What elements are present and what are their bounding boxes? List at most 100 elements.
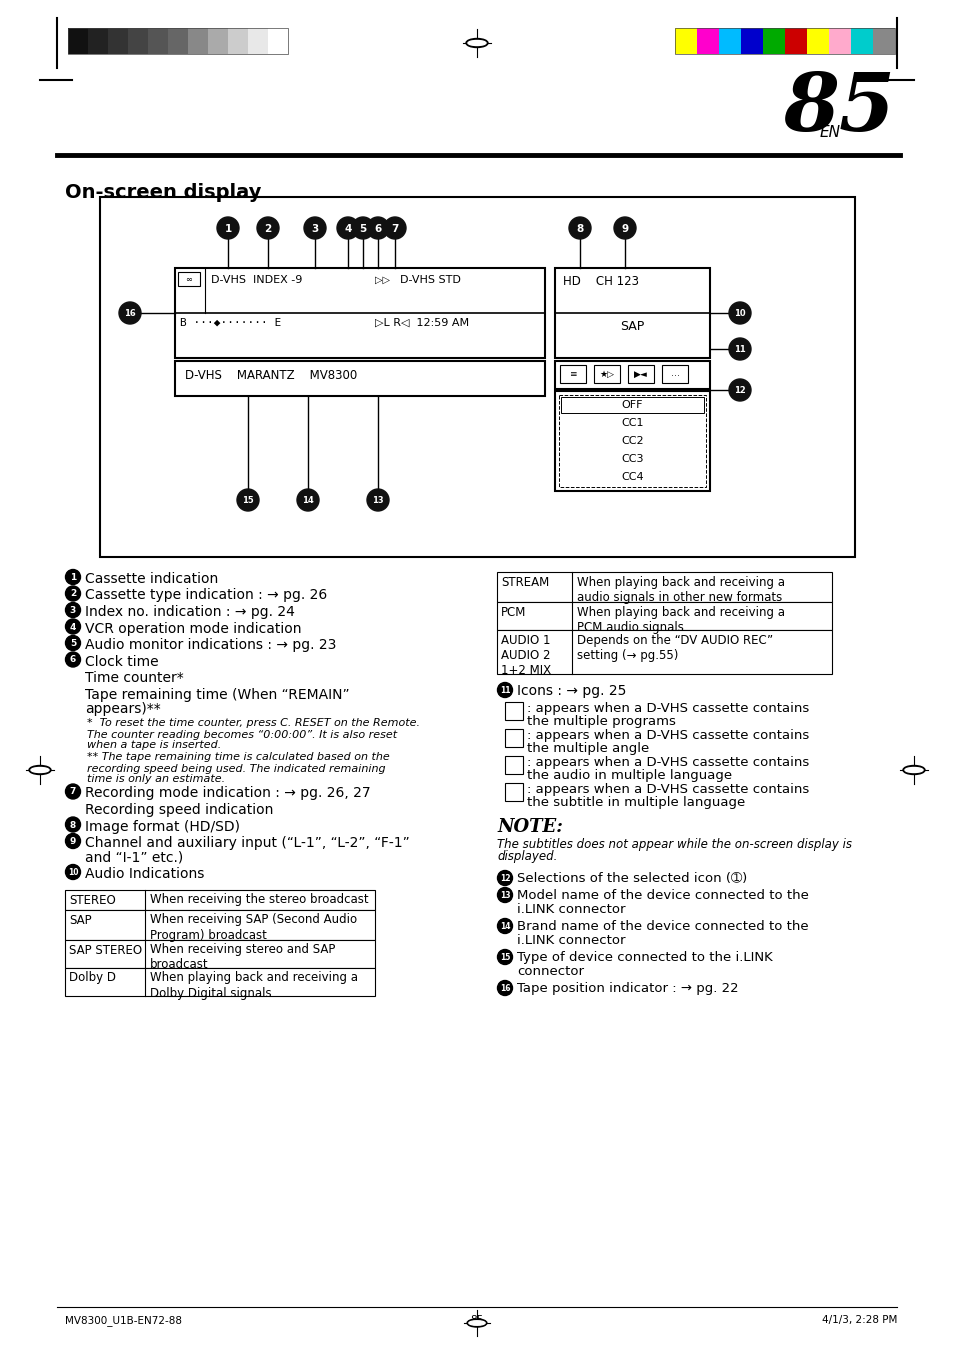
Circle shape [497,888,512,902]
Bar [560,397,703,413]
Ellipse shape [469,1321,484,1325]
Text: 9: 9 [620,223,628,234]
Bar [248,28,268,54]
Text: the multiple programs: the multiple programs [526,715,675,728]
Bar [555,390,709,490]
Text: When receiving SAP (Second Audio
Program) broadcast: When receiving SAP (Second Audio Program… [150,913,356,942]
Text: : appears when a D-VHS cassette contains: : appears when a D-VHS cassette contains [526,784,808,796]
Text: ∞: ∞ [185,274,193,284]
Text: 5: 5 [359,223,366,234]
Circle shape [614,218,636,239]
Bar [740,28,762,54]
Bar [497,603,831,630]
Bar [174,267,544,358]
Text: : appears when a D-VHS cassette contains: : appears when a D-VHS cassette contains [526,703,808,715]
Text: 1: 1 [70,573,76,582]
Text: the subtitle in multiple language: the subtitle in multiple language [526,796,744,809]
Text: Tape remaining time (When “REMAIN”: Tape remaining time (When “REMAIN” [85,688,349,701]
Circle shape [367,218,389,239]
Bar [504,703,522,720]
Text: 6: 6 [70,655,76,665]
Text: STREAM: STREAM [500,576,549,589]
Text: 2: 2 [70,589,76,598]
Text: 13: 13 [372,496,383,505]
Text: the audio in multiple language: the audio in multiple language [526,769,731,782]
Bar [661,365,687,382]
Text: Cassette type indication : → pg. 26: Cassette type indication : → pg. 26 [85,589,327,603]
Ellipse shape [902,766,924,774]
Text: HD    CH 123: HD CH 123 [562,276,639,288]
Text: ** The tape remaining time is calculated based on the: ** The tape remaining time is calculated… [87,753,390,762]
Circle shape [66,865,80,880]
Ellipse shape [29,766,51,774]
Text: Dolby D: Dolby D [69,971,116,985]
Bar [497,571,831,603]
Bar [497,630,831,674]
Text: *  To reset the time counter, press C. RESET on the Remote.: * To reset the time counter, press C. RE… [87,719,419,728]
Text: 7: 7 [70,788,76,797]
Circle shape [304,218,326,239]
Circle shape [216,218,239,239]
Bar [719,28,740,54]
Circle shape [384,218,406,239]
Text: Clock time: Clock time [85,654,158,669]
Bar [208,28,228,54]
Bar [178,272,200,286]
Bar [128,28,148,54]
Text: D-VHS STD: D-VHS STD [399,276,460,285]
Bar [559,365,585,382]
Text: displayed.: displayed. [497,850,557,863]
Text: 1: 1 [224,223,232,234]
Text: When receiving the stereo broadcast: When receiving the stereo broadcast [150,893,368,907]
Circle shape [66,817,80,832]
Text: and “I-1” etc.): and “I-1” etc.) [85,851,183,865]
Circle shape [728,380,750,401]
Bar [188,28,208,54]
Circle shape [367,489,389,511]
Text: Icons : → pg. 25: Icons : → pg. 25 [517,684,626,698]
Text: The counter reading becomes “0:00:00”. It is also reset: The counter reading becomes “0:00:00”. I… [87,730,396,739]
Text: D-VHS  INDEX -9: D-VHS INDEX -9 [211,276,302,285]
Bar [68,28,288,54]
Bar [268,28,288,54]
Circle shape [66,586,80,601]
Text: When playing back and receiving a
audio signals in other new formats: When playing back and receiving a audio … [577,576,784,604]
Ellipse shape [467,1319,486,1327]
Bar [675,28,697,54]
Text: : appears when a D-VHS cassette contains: : appears when a D-VHS cassette contains [526,730,808,742]
Text: MV8300_U1B-EN72-88: MV8300_U1B-EN72-88 [65,1315,182,1325]
Text: OFF: OFF [621,400,642,409]
Text: SAP STEREO: SAP STEREO [69,943,142,957]
Text: 4/1/3, 2:28 PM: 4/1/3, 2:28 PM [821,1315,896,1325]
Text: PCM: PCM [500,607,526,619]
Text: Channel and auxiliary input (“L-1”, “L-2”, “F-1”: Channel and auxiliary input (“L-1”, “L-2… [85,836,410,850]
Bar [88,28,108,54]
Bar [174,361,544,396]
Text: Model name of the device connected to the: Model name of the device connected to th… [517,889,808,902]
Circle shape [236,489,258,511]
Text: NOTE:: NOTE: [497,817,562,836]
Circle shape [568,218,590,239]
Circle shape [728,338,750,359]
Circle shape [119,303,141,324]
Text: Recording speed indication: Recording speed indication [85,802,274,817]
Text: Time counter*: Time counter* [85,671,184,685]
Text: 12: 12 [499,874,510,884]
Bar [68,28,88,54]
Bar [558,394,705,486]
Circle shape [66,653,80,667]
Text: Type of device connected to the i.LINK: Type of device connected to the i.LINK [517,951,772,965]
Text: recording speed being used. The indicated remaining: recording speed being used. The indicate… [87,763,385,774]
Text: EN: EN [820,126,841,141]
Text: 12: 12 [734,386,745,394]
Text: 7: 7 [391,223,398,234]
Bar [228,28,248,54]
Text: When playing back and receiving a
PCM audio signals: When playing back and receiving a PCM au… [577,607,784,634]
Text: 9: 9 [70,838,76,846]
Text: ▷L R◁  12:59 AM: ▷L R◁ 12:59 AM [375,317,469,328]
Circle shape [66,635,80,650]
Circle shape [497,682,512,697]
Text: ▶◄: ▶◄ [634,370,647,378]
Text: 3: 3 [70,607,76,615]
Text: Audio monitor indications : → pg. 23: Audio monitor indications : → pg. 23 [85,638,336,653]
